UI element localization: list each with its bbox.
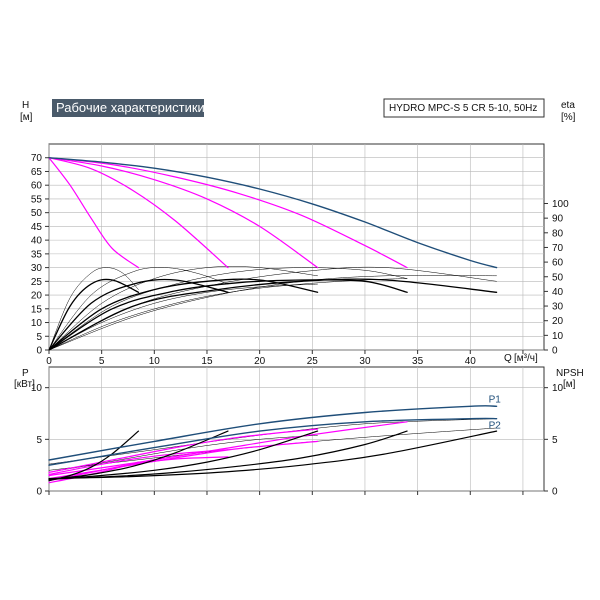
series-line-thin-10 bbox=[48, 267, 139, 351]
y-tick-label: 5 bbox=[36, 332, 42, 343]
head-plot-frame bbox=[48, 143, 545, 351]
y2-tick-label: 40 bbox=[552, 287, 564, 298]
y2-tick-label: 90 bbox=[552, 214, 564, 225]
x-tick-label: 20 bbox=[254, 356, 266, 367]
title-box bbox=[52, 99, 204, 117]
series-line-eta-9 bbox=[48, 278, 498, 351]
y-tick-label: 10 bbox=[31, 318, 43, 329]
y-tick-label: 45 bbox=[31, 222, 43, 233]
series-line-sys-3 bbox=[48, 157, 319, 269]
series-line-pump-0 bbox=[48, 405, 498, 461]
series-line-npsh-6 bbox=[48, 430, 498, 480]
y-tick-label: 60 bbox=[31, 181, 43, 192]
series-line-sys-4 bbox=[48, 157, 408, 269]
series-line-thin-13 bbox=[48, 267, 408, 351]
chart-title: Рабочие характеристики bbox=[56, 100, 205, 115]
series-line-sys-11 bbox=[48, 449, 229, 476]
x-tick-label: 10 bbox=[149, 356, 161, 367]
head-series-group bbox=[48, 157, 498, 351]
series-line-thin-12 bbox=[48, 266, 318, 351]
q-unit: [м³/ч] bbox=[514, 353, 538, 364]
y2-tick-label: 100 bbox=[552, 199, 569, 210]
head-grid bbox=[48, 144, 544, 351]
eta-unit: [%] bbox=[561, 112, 576, 123]
series-line-npsh-4 bbox=[48, 430, 319, 481]
series-line-sys-10 bbox=[48, 421, 408, 477]
series-line-sys-8 bbox=[48, 456, 229, 482]
x-tick-label: 5 bbox=[99, 356, 105, 367]
series-line-eta-8 bbox=[48, 279, 408, 351]
y2-tick-label: 20 bbox=[552, 316, 564, 327]
head-ticks: 0510152025303540455055606570010203040506… bbox=[31, 153, 569, 367]
x-tick-label: 30 bbox=[359, 356, 371, 367]
head-yunit: [м] bbox=[20, 112, 33, 123]
y-tick-label: 20 bbox=[31, 291, 43, 302]
series-label: P2 bbox=[489, 421, 502, 432]
x-tick-label: 25 bbox=[307, 356, 319, 367]
y2-tick-label: 50 bbox=[552, 272, 564, 283]
series-line-sys-12 bbox=[48, 428, 319, 473]
y-tick-label: 0 bbox=[36, 487, 42, 498]
y-tick-label: 15 bbox=[31, 304, 43, 315]
x-tick-label: 35 bbox=[412, 356, 424, 367]
y2-tick-label: 0 bbox=[552, 346, 558, 357]
y2-tick-label: 30 bbox=[552, 302, 564, 313]
series-line-npsh-5 bbox=[48, 430, 408, 480]
series-line-thin-17 bbox=[48, 283, 318, 351]
y-tick-label: 40 bbox=[31, 236, 43, 247]
y2-tick-label: 70 bbox=[552, 243, 564, 254]
q-label: Q bbox=[504, 353, 512, 364]
series-line-pump-1 bbox=[48, 417, 498, 466]
y-tick-label: 25 bbox=[31, 277, 43, 288]
power-plot-frame bbox=[48, 366, 545, 492]
x-tick-label: 15 bbox=[201, 356, 213, 367]
y-tick-label: 50 bbox=[31, 208, 43, 219]
y-tick-label: 5 bbox=[36, 435, 42, 446]
series-label: P1 bbox=[489, 394, 502, 405]
x-tick-label: 40 bbox=[465, 356, 477, 367]
y-tick-label: 10 bbox=[31, 383, 43, 394]
series-line-eta-5 bbox=[48, 278, 140, 351]
power-series-group: P1 P2 bbox=[48, 394, 502, 484]
y-tick-label: 70 bbox=[31, 153, 43, 164]
power-yunit: [кВт] bbox=[14, 379, 35, 390]
y2-tick-label: 60 bbox=[552, 258, 564, 269]
series-line-pump-0 bbox=[48, 157, 498, 269]
power-ticks: 0 5 10 0 5 10 bbox=[31, 383, 564, 497]
series-line-thin-16 bbox=[48, 278, 408, 351]
y-tick-label: 35 bbox=[31, 249, 43, 260]
y-tick-label: 30 bbox=[31, 263, 43, 274]
y2-tick-label: 10 bbox=[552, 331, 564, 342]
y2-tick-label: 5 bbox=[552, 435, 558, 446]
model-box bbox=[383, 98, 545, 118]
y2-tick-label: 80 bbox=[552, 228, 564, 239]
y-tick-label: 0 bbox=[36, 346, 42, 357]
x-tick-label: 0 bbox=[46, 356, 52, 367]
y2-tick-label: 0 bbox=[552, 487, 558, 498]
eta-label: eta bbox=[561, 100, 575, 111]
npsh-unit: [м] bbox=[563, 379, 576, 390]
head-ylabel: H bbox=[22, 100, 29, 111]
power-ylabel: P bbox=[22, 368, 29, 379]
series-line-npsh-3 bbox=[48, 430, 229, 481]
y-tick-label: 55 bbox=[31, 194, 43, 205]
series-line-sys-2 bbox=[48, 157, 229, 269]
series-line-sys-9 bbox=[48, 440, 319, 480]
series-line-thin-11 bbox=[48, 267, 229, 351]
y-tick-label: 65 bbox=[31, 167, 43, 178]
y2-tick-label: 10 bbox=[552, 383, 564, 394]
series-line-sys-1 bbox=[48, 157, 140, 269]
npsh-label: NPSH bbox=[556, 368, 584, 379]
model-label: HYDRO MPC-S 5 CR 5-10, 50Hz bbox=[389, 103, 537, 114]
